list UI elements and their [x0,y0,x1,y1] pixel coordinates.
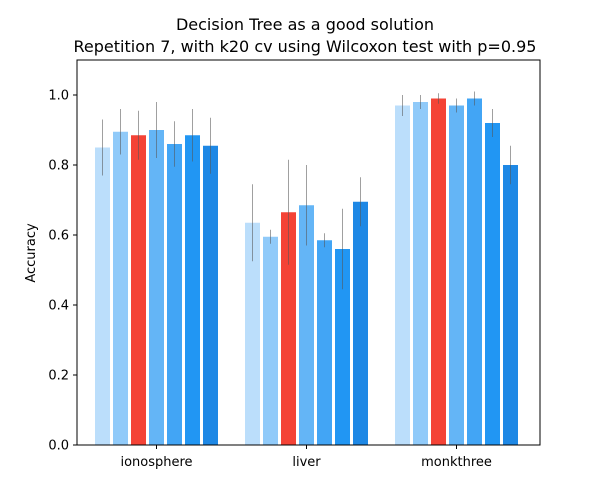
bar-monkthree-6 [485,123,500,445]
y-tick-label: 0.0 [48,439,69,454]
y-tick-label: 1.0 [48,89,69,104]
bar-ionosphere-6 [185,135,200,445]
bar-liver-3 [281,212,296,445]
chart-subtitle: Repetition 7, with k20 cv using Wilcoxon… [74,37,537,56]
bar-ionosphere-7 [203,145,218,445]
bar-liver-1 [245,222,260,445]
error-bars-layer [102,91,511,290]
chart-title: Decision Tree as a good solution [176,15,434,34]
x-tick-label: monkthree [421,455,492,470]
bar-liver-5 [317,240,332,445]
bar-monkthree-1 [395,105,410,445]
bar-ionosphere-2 [113,131,128,445]
bar-liver-7 [353,201,368,445]
bar-monkthree-5 [467,98,482,445]
bar-ionosphere-4 [149,130,164,445]
x-tick-label: ionosphere [120,455,192,470]
y-axis-label: Accuracy [24,223,39,283]
bar-monkthree-7 [503,165,518,445]
y-tick-label: 0.2 [48,369,69,384]
bar-liver-4 [299,205,314,445]
plot-frame [76,59,541,446]
bar-ionosphere-5 [167,144,182,445]
bar-monkthree-4 [449,105,464,445]
bar-liver-2 [263,236,278,445]
bar-ionosphere-1 [95,147,110,445]
bar-ionosphere-3 [131,135,146,445]
y-tick-label: 0.8 [48,159,69,174]
bars-layer [95,98,518,445]
bar-monkthree-3 [431,98,446,445]
x-tick-label: liver [292,455,321,470]
axes-layer: ionosphere liver monkthree 0.0 0.2 0.4 0.6 0.8 1… [48,89,492,471]
y-tick-label: 0.6 [48,229,69,244]
bar-liver-6 [335,249,350,445]
bar-monkthree-2 [413,102,428,445]
y-tick-label: 0.4 [48,299,69,314]
